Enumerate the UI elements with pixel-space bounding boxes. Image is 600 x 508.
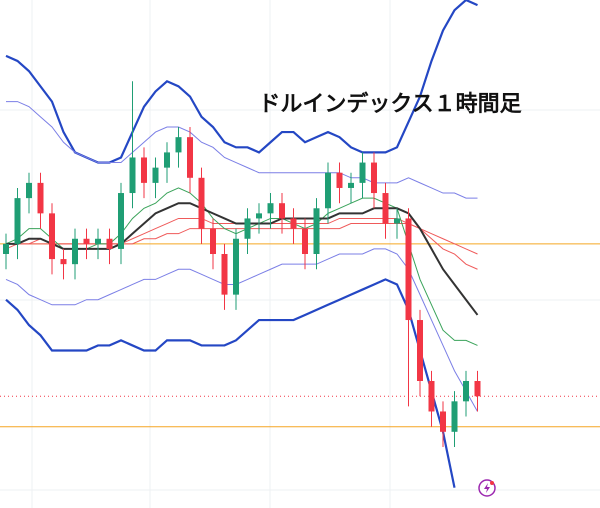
candle-body	[164, 152, 170, 168]
candle-body	[141, 157, 147, 183]
candle-body	[267, 203, 274, 214]
icon-bolt	[484, 483, 490, 493]
candle-body	[359, 162, 366, 183]
candle-body	[256, 213, 262, 219]
indicator-line	[5, 248, 478, 412]
candle-body	[3, 243, 9, 254]
candle-body	[187, 137, 193, 178]
candle-body	[417, 320, 423, 381]
candle-body	[463, 381, 469, 402]
candle-body	[95, 238, 101, 244]
candle-body	[440, 411, 446, 432]
icon-dot	[490, 481, 494, 485]
candle-body	[348, 182, 354, 188]
candle-body	[37, 182, 44, 214]
candle-body	[221, 254, 228, 295]
candle-body	[83, 238, 90, 244]
candle-body	[152, 167, 159, 183]
candle-body	[175, 137, 182, 153]
candle-body	[428, 381, 435, 412]
indicator-line	[6, 101, 478, 199]
candle-body	[210, 228, 216, 254]
candle-body	[302, 228, 308, 254]
alert-icon[interactable]	[478, 479, 496, 497]
candle-body	[14, 198, 21, 244]
candle-body	[325, 172, 331, 209]
candle-body	[118, 193, 124, 249]
plot-area	[0, 0, 600, 488]
candle-body	[198, 177, 205, 229]
candle-body	[244, 218, 251, 239]
candle-body	[394, 218, 400, 224]
candle-body	[336, 172, 343, 188]
candle-body	[106, 238, 113, 249]
indicator-line	[6, 202, 479, 316]
candle-body	[290, 218, 297, 229]
candle-body	[451, 401, 458, 432]
candle-body	[474, 381, 481, 397]
indicator-line	[5, 0, 478, 164]
candle-body	[72, 238, 78, 265]
candle-body	[26, 182, 32, 199]
candle-body	[371, 162, 377, 194]
indicator-line	[5, 278, 456, 488]
candle-body	[279, 203, 285, 219]
chart-title: ドルインデックス１時間足	[258, 91, 521, 117]
candle-body	[382, 193, 389, 224]
candle-body	[60, 259, 67, 265]
candle-body	[233, 238, 239, 295]
candle-body	[129, 157, 136, 194]
candle-body	[313, 208, 320, 254]
candle-body	[49, 213, 55, 260]
candle-body	[405, 218, 412, 321]
